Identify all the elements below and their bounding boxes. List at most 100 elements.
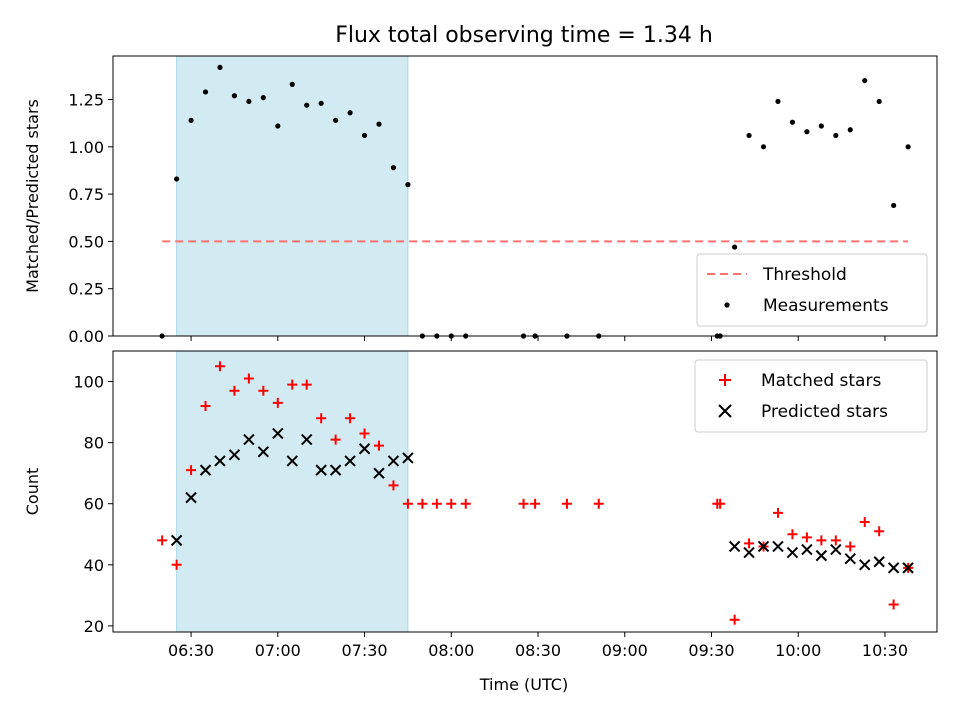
legend-label: Predicted stars (761, 402, 888, 422)
matched-stars-point (316, 413, 327, 424)
predicted-stars-point (373, 467, 385, 479)
legend-label: Matched stars (761, 371, 881, 391)
measurements-point (376, 121, 382, 127)
predicted-stars-point (344, 455, 356, 467)
measurements-point (361, 132, 368, 139)
predicted-stars-point (873, 556, 885, 568)
matched-stars-point (388, 480, 399, 491)
y-tick-label: 0.00 (68, 327, 104, 346)
measurements-point (390, 165, 397, 171)
legend-box (696, 253, 928, 327)
matched-stars-point (772, 507, 783, 518)
predicted-stars-point (257, 446, 270, 458)
predicted-stars-point (214, 455, 226, 467)
matched-stars-point (460, 498, 471, 509)
ratio-y-axis-label: Matched/Predicted stars (23, 99, 42, 293)
x-axis-label: Time (UTC) (479, 675, 568, 694)
chart-title: Flux total observing time = 1.34 h (335, 23, 713, 48)
x-tick-label: 08:00 (428, 641, 474, 660)
matched-stars-point (330, 434, 341, 445)
matched-stars-point (200, 400, 211, 411)
predicted-stars-point (815, 549, 828, 562)
measurements-point (174, 176, 180, 182)
matched-stars-point (888, 599, 899, 610)
predicted-stars-point (844, 552, 856, 565)
matched-stars-point (787, 529, 798, 540)
shaded-region (176, 55, 409, 337)
predicted-stars-point (286, 455, 298, 467)
matched-stars-point (816, 535, 827, 546)
measurements-point (760, 144, 767, 150)
legend-matched-swatch (719, 374, 731, 386)
y-tick-label: 0.75 (68, 185, 104, 204)
y-tick-label: 40 (84, 556, 104, 575)
x-tick-label: 10:30 (862, 641, 908, 660)
matched-stars-point (214, 361, 225, 372)
predicted-stars-point (772, 540, 784, 553)
measurements-point (260, 95, 266, 101)
measurements-point (746, 132, 752, 139)
shaded-region (176, 350, 409, 633)
predicted-stars-point (358, 443, 371, 455)
matched-stars-point (729, 614, 740, 625)
measurements-point (847, 127, 853, 133)
predicted-stars-point (199, 464, 212, 476)
matched-stars-point (744, 538, 755, 549)
measurements-point (347, 110, 353, 116)
x-tick-label: 08:30 (515, 641, 561, 660)
measurements-point (188, 117, 194, 123)
measurements-point (905, 144, 911, 150)
matched-stars-point (801, 532, 812, 543)
predicted-stars-point (757, 540, 770, 553)
matched-stars-point (530, 498, 541, 509)
measurements-point (804, 129, 810, 135)
matched-stars-point (431, 498, 442, 509)
predicted-stars-point (185, 491, 197, 504)
matched-stars-point (518, 498, 529, 509)
matched-stars-point (229, 385, 240, 396)
ratio-legend: Threshold Measurements (696, 253, 928, 327)
matched-stars-point (874, 526, 885, 537)
matched-stars-point (715, 498, 726, 509)
y-tick-label: 1.25 (68, 91, 104, 110)
predicted-stars-point (902, 562, 914, 574)
matched-stars-point (417, 498, 428, 509)
y-tick-label: 0.50 (68, 232, 104, 251)
matched-stars-point (301, 379, 312, 390)
y-tick-label: 0.25 (68, 280, 104, 299)
matched-stars-point (157, 535, 168, 546)
legend-box (694, 359, 928, 433)
measurements-point (405, 182, 411, 188)
matched-stars-point (593, 498, 604, 509)
legend-label: Threshold (762, 265, 847, 285)
count-panel: 20 40 60 80 100 06:30 07:00 07:30 08:00 08:30 09:… (23, 350, 938, 660)
predicted-stars-point (272, 427, 284, 440)
measurements-point (862, 77, 868, 84)
measurements-point (789, 119, 796, 125)
predicted-stars-point (728, 540, 741, 553)
measurements-point (876, 98, 882, 105)
predicted-stars-point (170, 534, 183, 547)
ratio-axes-frame (112, 55, 938, 337)
predicted-stars-point (743, 546, 755, 559)
measurements-point (318, 100, 324, 106)
predicted-stars-point (801, 543, 813, 556)
count-axes-frame (112, 350, 938, 633)
measurements-point (732, 244, 738, 250)
matched-stars-point (373, 440, 384, 451)
measurements-point (891, 202, 897, 209)
y-tick-label: 100 (73, 373, 104, 392)
predicted-stars-point (402, 452, 414, 464)
matched-stars-point (243, 373, 254, 384)
predicted-stars-point (387, 455, 400, 467)
measurements-point (246, 98, 252, 105)
matched-stars-point (258, 385, 269, 396)
matched-stars-point (446, 498, 457, 509)
matched-stars-point (272, 397, 283, 408)
matched-stars-point (287, 379, 298, 390)
predicted-stars-point (243, 433, 255, 446)
x-tick-label: 07:30 (341, 641, 387, 660)
predicted-stars-point (887, 562, 900, 574)
x-tick-label: 07:00 (255, 641, 301, 660)
x-tick-label: 09:00 (602, 641, 648, 660)
